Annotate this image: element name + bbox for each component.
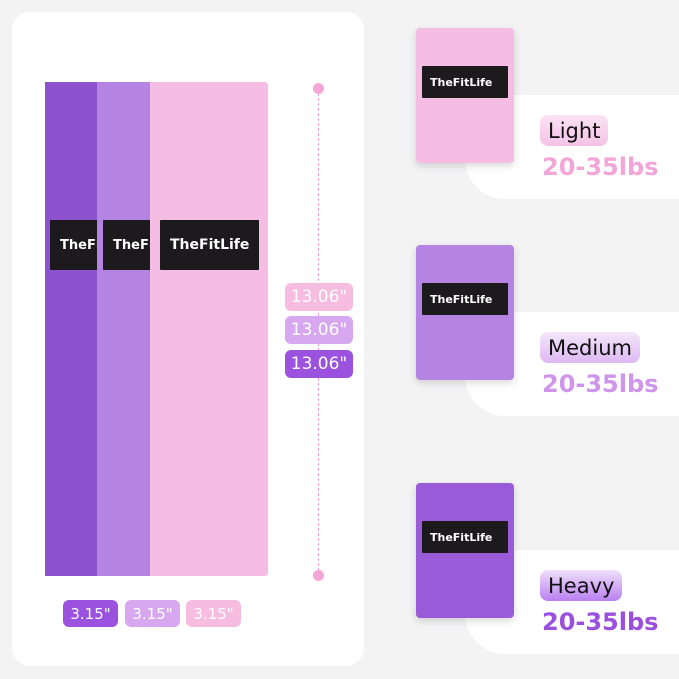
dimension-dot bbox=[313, 83, 324, 94]
heavy-label: Heavy bbox=[540, 570, 623, 601]
length-label-light: 13.06" bbox=[285, 283, 353, 311]
heavy-band: TheFitLife bbox=[45, 82, 105, 576]
medium-band: TheFitLife bbox=[97, 82, 157, 576]
medium-resistance: 20-35lbs bbox=[542, 370, 659, 398]
light-label: Light bbox=[540, 115, 609, 146]
heavy-resistance: 20-35lbs bbox=[542, 608, 659, 636]
brand-tag: TheFitLife bbox=[50, 220, 100, 270]
light-band: TheFitLife bbox=[150, 82, 268, 576]
width-label-heavy: 3.15" bbox=[63, 600, 118, 627]
light-band-image: TheFitLife bbox=[416, 28, 514, 163]
heavy-band-image: TheFitLife bbox=[416, 483, 514, 618]
width-label-medium: 3.15" bbox=[125, 600, 180, 627]
brand-tag: TheFitLife bbox=[422, 283, 508, 315]
length-label-heavy: 13.06" bbox=[285, 350, 353, 378]
brand-tag: TheFitLife bbox=[422, 66, 508, 98]
medium-label: Medium bbox=[540, 332, 640, 363]
brand-tag: TheFitLife bbox=[160, 220, 259, 270]
width-label-light: 3.15" bbox=[186, 600, 241, 627]
dimension-dot bbox=[313, 570, 324, 581]
brand-tag: TheFitLife bbox=[422, 521, 508, 553]
medium-band-image: TheFitLife bbox=[416, 245, 514, 380]
length-label-medium: 13.06" bbox=[285, 316, 353, 344]
brand-tag: TheFitLife bbox=[103, 220, 151, 270]
light-resistance: 20-35lbs bbox=[542, 153, 659, 181]
